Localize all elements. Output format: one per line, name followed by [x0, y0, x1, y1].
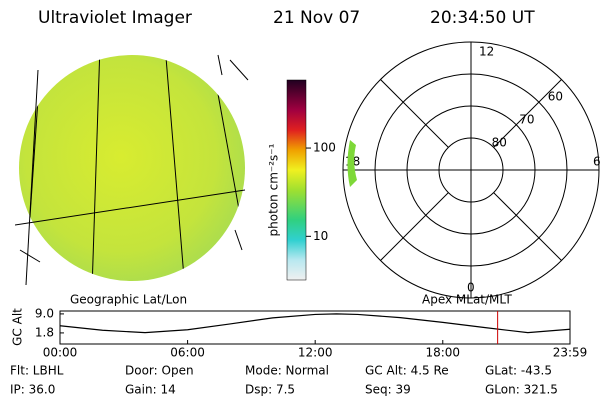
- y-tick-label: 9.0: [35, 306, 54, 320]
- ring-label: 70: [519, 112, 534, 126]
- polar-diagonal: [380, 79, 449, 148]
- info-field: Seq: 39: [365, 383, 411, 397]
- date: 21 Nov 07: [273, 8, 360, 28]
- x-tick-label: 12:00: [298, 346, 333, 360]
- colorbar-tick-label: 10: [313, 229, 328, 243]
- x-tick-label: 23:59: [553, 346, 588, 360]
- x-tick-label: 06:00: [170, 346, 205, 360]
- info-field: GC Alt: 4.5 Re: [365, 364, 449, 378]
- x-tick-label: 00:00: [43, 346, 78, 360]
- info-field: Door: Open: [125, 364, 194, 378]
- polar-diagonal: [493, 79, 562, 148]
- info-field: Dsp: 7.5: [245, 383, 295, 397]
- info-field: GLon: 321.5: [485, 383, 558, 397]
- aurora: [347, 140, 357, 187]
- image-label: Geographic Lat/Lon: [70, 293, 187, 307]
- time: 20:34:50 UT: [430, 8, 535, 28]
- mlt-label: 6: [593, 155, 600, 169]
- colorbar-tick-label: 100: [313, 141, 336, 155]
- instrument: Ultraviolet Imager: [38, 8, 192, 28]
- plot-frame: [59, 310, 571, 345]
- altitude-line: [59, 313, 571, 334]
- ring-label: 60: [548, 89, 563, 103]
- mlt-label: 0: [467, 281, 475, 295]
- info-field: IP: 36.0: [10, 383, 55, 397]
- x-tick-label: 18:00: [425, 346, 460, 360]
- earth-image: [15, 54, 249, 285]
- info-field: GLat: -43.5: [485, 364, 552, 378]
- info-field: Flt: LBHL: [10, 364, 64, 378]
- polar-diagonal: [493, 192, 562, 261]
- colorbar-label: photon cm⁻²s⁻¹: [267, 143, 281, 236]
- polar-diagonal: [380, 192, 449, 261]
- y-axis-label: GC Alt: [11, 308, 25, 346]
- ring-label: 80: [492, 135, 507, 149]
- colorbar: [286, 79, 307, 281]
- y-tick-label: 1.8: [35, 325, 54, 339]
- polar-label: Apex MLat/MLT: [422, 293, 512, 307]
- mlt-label: 12: [479, 45, 494, 59]
- info-field: Mode: Normal: [245, 364, 329, 378]
- info-field: Gain: 14: [125, 383, 176, 397]
- polar-plot: 807060121860: [342, 41, 600, 299]
